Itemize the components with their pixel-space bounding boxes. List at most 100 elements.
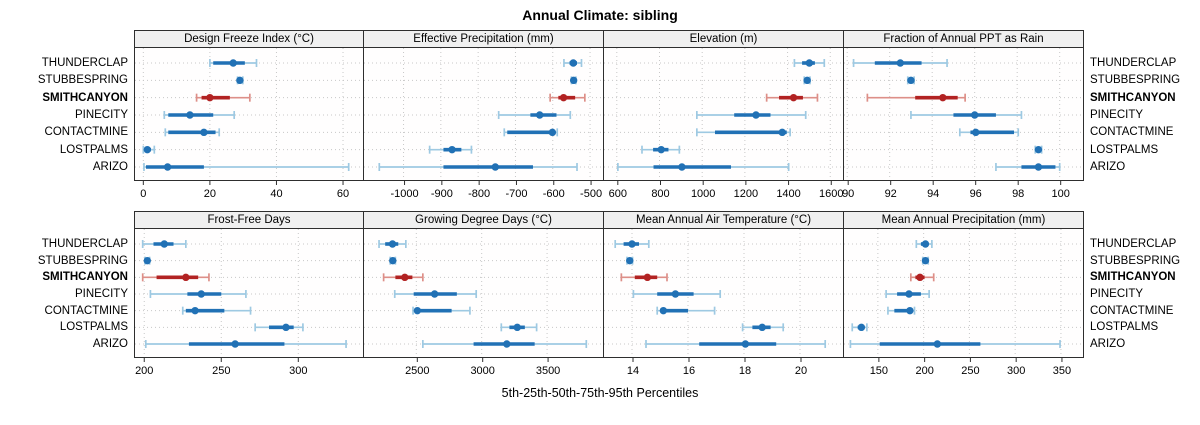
- median-dot: [906, 306, 914, 315]
- tick-label: 250: [961, 365, 979, 377]
- interval-smithcanyon: [382, 273, 424, 282]
- median-dot: [143, 145, 152, 154]
- interval-lostpalms: [741, 323, 785, 332]
- axis-cell: 600 800 1000 1200 1400 1600: [604, 181, 844, 201]
- site-label-arizo: ARIZO: [1090, 161, 1126, 173]
- tick-label: -500: [580, 188, 602, 200]
- tick-label: -600: [543, 188, 565, 200]
- panel-canvas: [604, 229, 842, 357]
- x-axis: 0 20 40 60: [140, 181, 349, 200]
- interval-lostpalms: [641, 145, 681, 154]
- panel-plot-area: [844, 229, 1084, 358]
- median-dot: [916, 273, 924, 282]
- tick-label: 350: [1053, 365, 1071, 377]
- tick-label: 1400: [776, 188, 800, 200]
- median-dot: [282, 323, 290, 332]
- interval-arizo: [144, 340, 347, 348]
- interval-thunderclap: [852, 59, 948, 67]
- panel-frost-free-days: Frost-Free Days: [134, 211, 364, 358]
- panel-strip: Fraction of Annual PPT as Rain: [844, 30, 1084, 48]
- site-label-thunderclap: THUNDERCLAP: [41, 57, 128, 69]
- axis-spacer-right: [1084, 181, 1200, 201]
- axis-spacer-left: [0, 181, 134, 201]
- median-dot: [163, 163, 172, 171]
- panel-canvas: [135, 48, 363, 180]
- interval-thunderclap: [378, 240, 407, 248]
- median-dot: [1034, 163, 1043, 171]
- median-dot: [626, 256, 634, 265]
- median-dot: [191, 306, 199, 315]
- tick-label: 96: [970, 188, 982, 200]
- site-label-thunderclap: THUNDERCLAP: [1090, 238, 1177, 250]
- panel-canvas: [135, 229, 363, 357]
- percentiles-caption: 5th-25th-50th-75th-95th Percentiles: [501, 386, 699, 400]
- row-labels-left: THUNDERCLAP STUBBESPRING SMITHCANYON PINECI…: [0, 30, 134, 180]
- site-label-smithcanyon: SMITHCANYON: [42, 91, 128, 104]
- x-axis: 200 250 300: [135, 358, 307, 377]
- site-label-contactmine: CONTACTMINE: [44, 304, 128, 317]
- tick-label: 200: [915, 365, 933, 377]
- median-dot: [206, 93, 214, 102]
- tick-label: -900: [431, 188, 453, 200]
- median-dot: [752, 111, 760, 119]
- site-label-thunderclap: THUNDERCLAP: [1090, 57, 1177, 69]
- interval-thunderclap: [209, 59, 258, 67]
- interval-contactmine: [164, 128, 221, 137]
- interval-pinecity: [910, 111, 1023, 119]
- tick-label: 14: [627, 365, 639, 377]
- site-label-stubbespring: STUBBESPRING: [1090, 254, 1181, 267]
- median-dot: [236, 76, 244, 85]
- tick-label: 1600: [819, 188, 843, 200]
- interval-smithcanyon: [866, 93, 966, 102]
- axis-row-1: 0 20 40 60 -1000 -900 -800 -700 -600 -500 600 800 10…: [0, 181, 1200, 201]
- median-dot: [388, 240, 397, 248]
- row-labels-right: THUNDERCLAP STUBBESPRING SMITHCANYON PINECI…: [1084, 211, 1200, 357]
- axis-row-2: 200 250 300 2500 3000 3500 14 16 18 20 150 200 250 30…: [0, 358, 1200, 378]
- panel-plot-area: [604, 48, 844, 181]
- panel-mean-annual-air-temperature-c-: Mean Annual Air Temperature (°C): [604, 211, 844, 358]
- tick-label: 1200: [734, 188, 758, 200]
- interval-thunderclap: [563, 59, 583, 67]
- interval-pinecity: [696, 111, 807, 119]
- median-dot: [671, 290, 680, 298]
- panel-strip: Effective Precipitation (mm): [364, 30, 604, 48]
- axis-cell: 0 20 40 60: [134, 181, 364, 201]
- axis-cell: 200 250 300: [134, 358, 364, 378]
- site-label-stubbespring: STUBBESPRING: [37, 254, 128, 267]
- site-label-pinecity: PINECITY: [74, 288, 128, 300]
- row-labels-right: THUNDERCLAP STUBBESPRING SMITHCANYON PINECI…: [1084, 30, 1200, 180]
- interval-arizo: [995, 163, 1061, 171]
- axis-spacer-left: [0, 358, 134, 378]
- median-dot: [741, 340, 750, 348]
- median-dot: [896, 59, 905, 67]
- axis-spacer-right: [1084, 358, 1200, 378]
- interval-thunderclap: [141, 240, 187, 248]
- median-dot: [1034, 145, 1043, 154]
- row-labels-left: THUNDERCLAP STUBBESPRING SMITHCANYON PINECI…: [0, 211, 134, 357]
- site-label-thunderclap: THUNDERCLAP: [41, 238, 128, 250]
- interval-thunderclap: [915, 240, 933, 248]
- median-dot: [231, 340, 239, 348]
- panel-canvas: [364, 48, 602, 180]
- axis-cell: 2500 3000 3500: [364, 358, 604, 378]
- site-label-lostpalms: LOSTPALMS: [59, 321, 128, 334]
- tick-label: 40: [270, 188, 282, 200]
- tick-label: 800: [651, 188, 669, 200]
- interval-smithcanyon: [141, 273, 210, 282]
- panel-plot-area: [134, 229, 364, 358]
- interval-contactmine: [503, 128, 559, 137]
- median-dot: [503, 340, 511, 348]
- tick-label: -1000: [390, 188, 418, 200]
- tick-label: 98: [1012, 188, 1024, 200]
- interval-stubbespring: [626, 256, 634, 265]
- tick-label: 20: [204, 188, 216, 200]
- site-label-pinecity: PINECITY: [74, 109, 128, 121]
- site-label-stubbespring: STUBBESPRING: [37, 74, 128, 87]
- site-label-lostpalms: LOSTPALMS: [1090, 321, 1159, 334]
- interval-pinecity: [497, 111, 572, 119]
- x-axis: 600 800 1000 1200 1400 1600: [609, 181, 844, 200]
- tick-label: 1000: [691, 188, 715, 200]
- site-label-lostpalms: LOSTPALMS: [59, 143, 128, 156]
- panel-canvas: [844, 229, 1082, 357]
